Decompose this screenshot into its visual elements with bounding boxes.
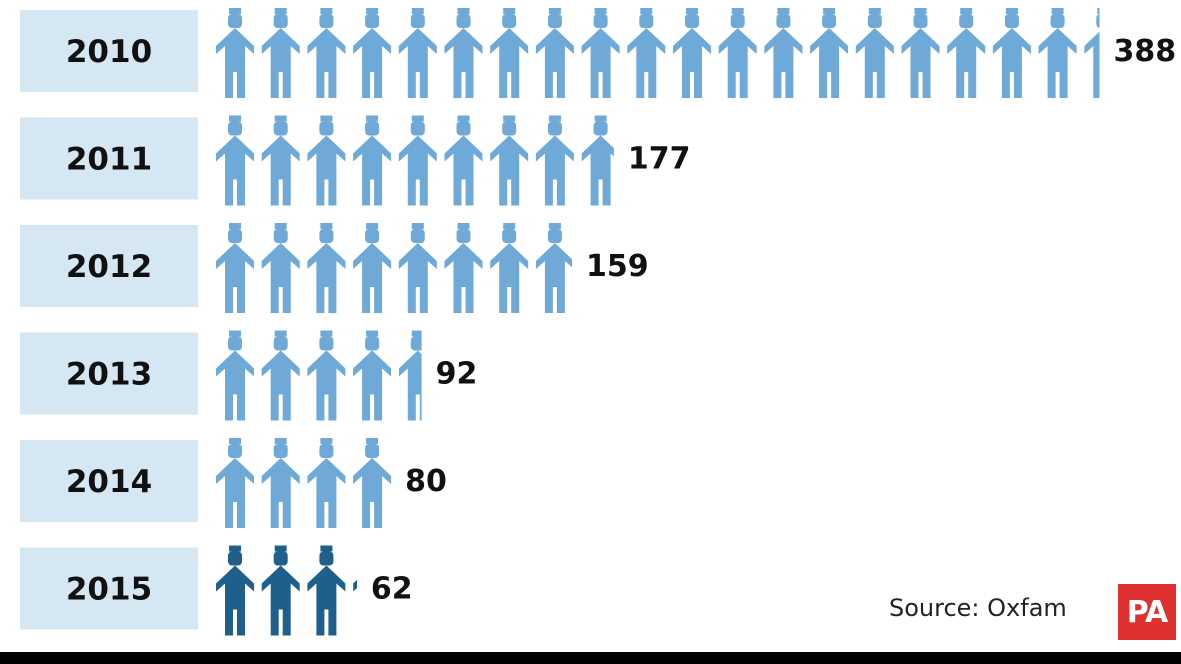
person-icon (398, 223, 437, 313)
person-icon (307, 545, 346, 636)
person-icon (261, 115, 300, 206)
person-icon (307, 115, 346, 206)
person-icon (490, 115, 529, 206)
person-icon (261, 438, 300, 528)
person-icon (307, 438, 346, 528)
person-icon-fraction (1084, 8, 1100, 98)
person-icon (855, 8, 894, 98)
person-icon (216, 330, 254, 421)
year-band (20, 547, 198, 630)
person-icon (535, 8, 574, 98)
person-icon (261, 8, 300, 98)
person-icon (810, 8, 849, 98)
year-band (20, 225, 198, 307)
pa-logo: PA (1118, 584, 1176, 640)
partial-person-icon (581, 115, 614, 206)
person-icon (764, 8, 803, 98)
person-icon (216, 223, 254, 313)
person-icon (627, 8, 666, 98)
person-icon (992, 8, 1031, 98)
person-icon (398, 115, 437, 206)
person-icon (444, 8, 483, 98)
person-icon-fraction (581, 115, 614, 206)
partial-person-icon (1084, 8, 1100, 98)
chart-row: 2011 177 (20, 115, 691, 206)
chart-row: 2012 159 (20, 223, 649, 313)
bar-mark (216, 438, 392, 528)
year-label: 2014 (66, 464, 152, 500)
person-icon (216, 545, 254, 636)
year-band (20, 332, 198, 415)
person-icon (216, 115, 254, 206)
person-icon (261, 545, 300, 636)
chart-row: 2013 92 (20, 330, 478, 421)
person-icon (353, 115, 392, 206)
chart-row: 2015 62 (20, 545, 413, 636)
person-icon (581, 8, 620, 98)
person-icon (353, 330, 392, 421)
bar-mark (216, 545, 358, 636)
year-label: 2011 (66, 142, 152, 178)
year-label: 2013 (66, 357, 152, 393)
bar-mark (216, 223, 573, 313)
person-icon (216, 8, 254, 98)
person-icon (1038, 8, 1077, 98)
person-icon-fraction (353, 579, 358, 592)
person-icon (398, 8, 437, 98)
person-icon-fraction (535, 223, 573, 313)
person-icon (947, 8, 986, 98)
person-icon-fraction (398, 330, 422, 421)
bar-mark (216, 330, 422, 421)
year-band (20, 440, 198, 522)
person-icon (353, 8, 392, 98)
person-icon (307, 8, 346, 98)
source-note: Source: Oxfam (889, 594, 1067, 622)
person-icon (718, 8, 757, 98)
value-label: 177 (628, 142, 691, 177)
person-icon (353, 223, 392, 313)
year-label: 2015 (66, 572, 152, 608)
chart-row: 2010 388 (20, 8, 1176, 98)
partial-person-icon (353, 579, 358, 592)
person-icon (901, 8, 940, 98)
value-label: 92 (436, 357, 478, 392)
person-icon (535, 115, 574, 206)
person-icon (353, 438, 392, 528)
person-icon (444, 115, 483, 206)
year-label: 2012 (66, 249, 152, 285)
person-icon (490, 223, 529, 313)
bar-mark (216, 115, 614, 206)
person-icon (261, 223, 300, 313)
year-band (20, 10, 198, 92)
value-label: 159 (586, 249, 649, 284)
value-label: 80 (405, 464, 447, 499)
footer-bar (0, 652, 1181, 664)
person-icon (216, 438, 254, 528)
person-icon (673, 8, 711, 98)
person-icon (307, 223, 346, 313)
person-icon (490, 8, 529, 98)
pa-logo-text: PA (1126, 594, 1168, 630)
partial-person-icon (398, 330, 422, 421)
value-label: 388 (1114, 34, 1177, 69)
value-label: 62 (371, 572, 413, 607)
year-band (20, 117, 198, 200)
person-icon (261, 330, 300, 421)
partial-person-icon (535, 223, 573, 313)
person-icon (307, 330, 346, 421)
person-icon (444, 223, 483, 313)
year-label: 2010 (66, 34, 152, 70)
chart-row: 2014 80 (20, 438, 447, 528)
bar-mark (216, 8, 1100, 98)
